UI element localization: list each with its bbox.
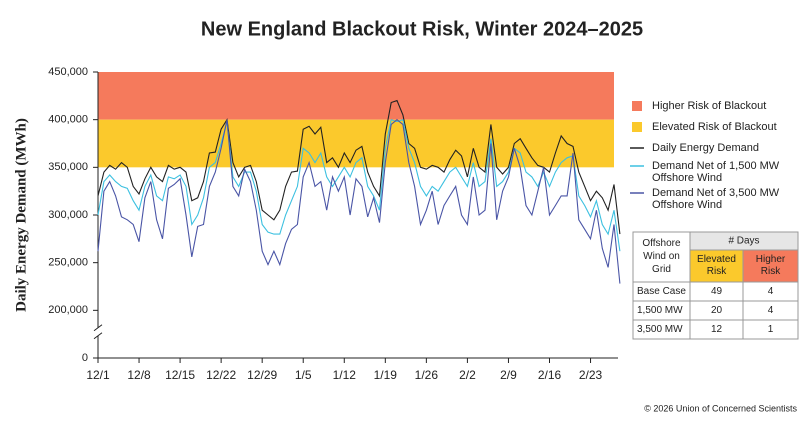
y-tick-label: 450,000 (48, 66, 88, 78)
y-tick-label: 200,000 (48, 304, 88, 316)
x-tick-label: 1/19 (374, 368, 398, 382)
y-tick-label: 0 (82, 352, 88, 364)
x-tick-label: 12/15 (165, 368, 195, 382)
risk-band (98, 72, 614, 120)
y-tick-label: 350,000 (48, 161, 88, 173)
series-line (97, 99, 621, 235)
table-header-bg (690, 232, 798, 250)
table-cell: 3,500 MW (637, 324, 683, 335)
y-tick-label: 250,000 (48, 257, 88, 269)
legend-label: Demand Net of 3,500 MW Offshore Wind (652, 187, 780, 211)
table-cell: 1,500 MW (637, 305, 683, 316)
table-cell: Base Case (637, 286, 686, 297)
x-tick-label: 12/22 (206, 368, 236, 382)
table-corner: Offshore Wind on Grid (642, 238, 681, 275)
legend-label: Demand Net of 1,500 MW Offshore Wind (652, 160, 780, 184)
table-cell: 4 (768, 286, 774, 297)
table-border (632, 231, 799, 340)
x-tick-label: 1/5 (295, 368, 312, 382)
axis-break (93, 324, 103, 340)
y-tick-label: 300,000 (48, 209, 88, 221)
x-tick-label: 12/8 (127, 368, 151, 382)
legend-label: Daily Energy Demand (652, 142, 759, 154)
table-group: # Days (728, 236, 759, 247)
table-header-elevated (690, 250, 743, 282)
series-line (97, 118, 621, 284)
table-column-header: Elevated Risk (697, 254, 736, 277)
legend-label: Higher Risk of Blackout (652, 100, 766, 112)
x-tick-label: 2/2 (459, 368, 476, 382)
series-line (97, 118, 621, 252)
table-column-header: Higher Risk (756, 254, 786, 277)
y-tick-label: 400,000 (48, 114, 88, 126)
x-tick-label: 12/1 (86, 368, 110, 382)
x-tick-label: 2/16 (538, 368, 562, 382)
risk-band (98, 119, 614, 168)
table-cell: 4 (768, 305, 774, 316)
legend-label: Elevated Risk of Blackout (652, 121, 777, 133)
y-axis-label: Daily Energy Demand (MWh) (13, 118, 29, 312)
legend-swatch (632, 122, 642, 132)
x-tick-label: 2/23 (579, 368, 603, 382)
table-cell: 1 (768, 324, 774, 335)
x-tick-label: 12/29 (247, 368, 277, 382)
footer: © 2026 Union of Concerned Scientists (644, 403, 797, 413)
table-header-higher (743, 250, 798, 282)
x-tick-label: 1/12 (333, 368, 357, 382)
table-cell: 20 (711, 305, 723, 316)
x-tick-label: 1/26 (415, 368, 439, 382)
table-cell: 49 (711, 286, 723, 297)
chart-title: New England Blackout Risk, Winter 2024–2… (201, 18, 643, 40)
legend-swatch (632, 101, 642, 111)
x-tick-label: 2/9 (500, 368, 517, 382)
table-cell: 12 (711, 324, 723, 335)
